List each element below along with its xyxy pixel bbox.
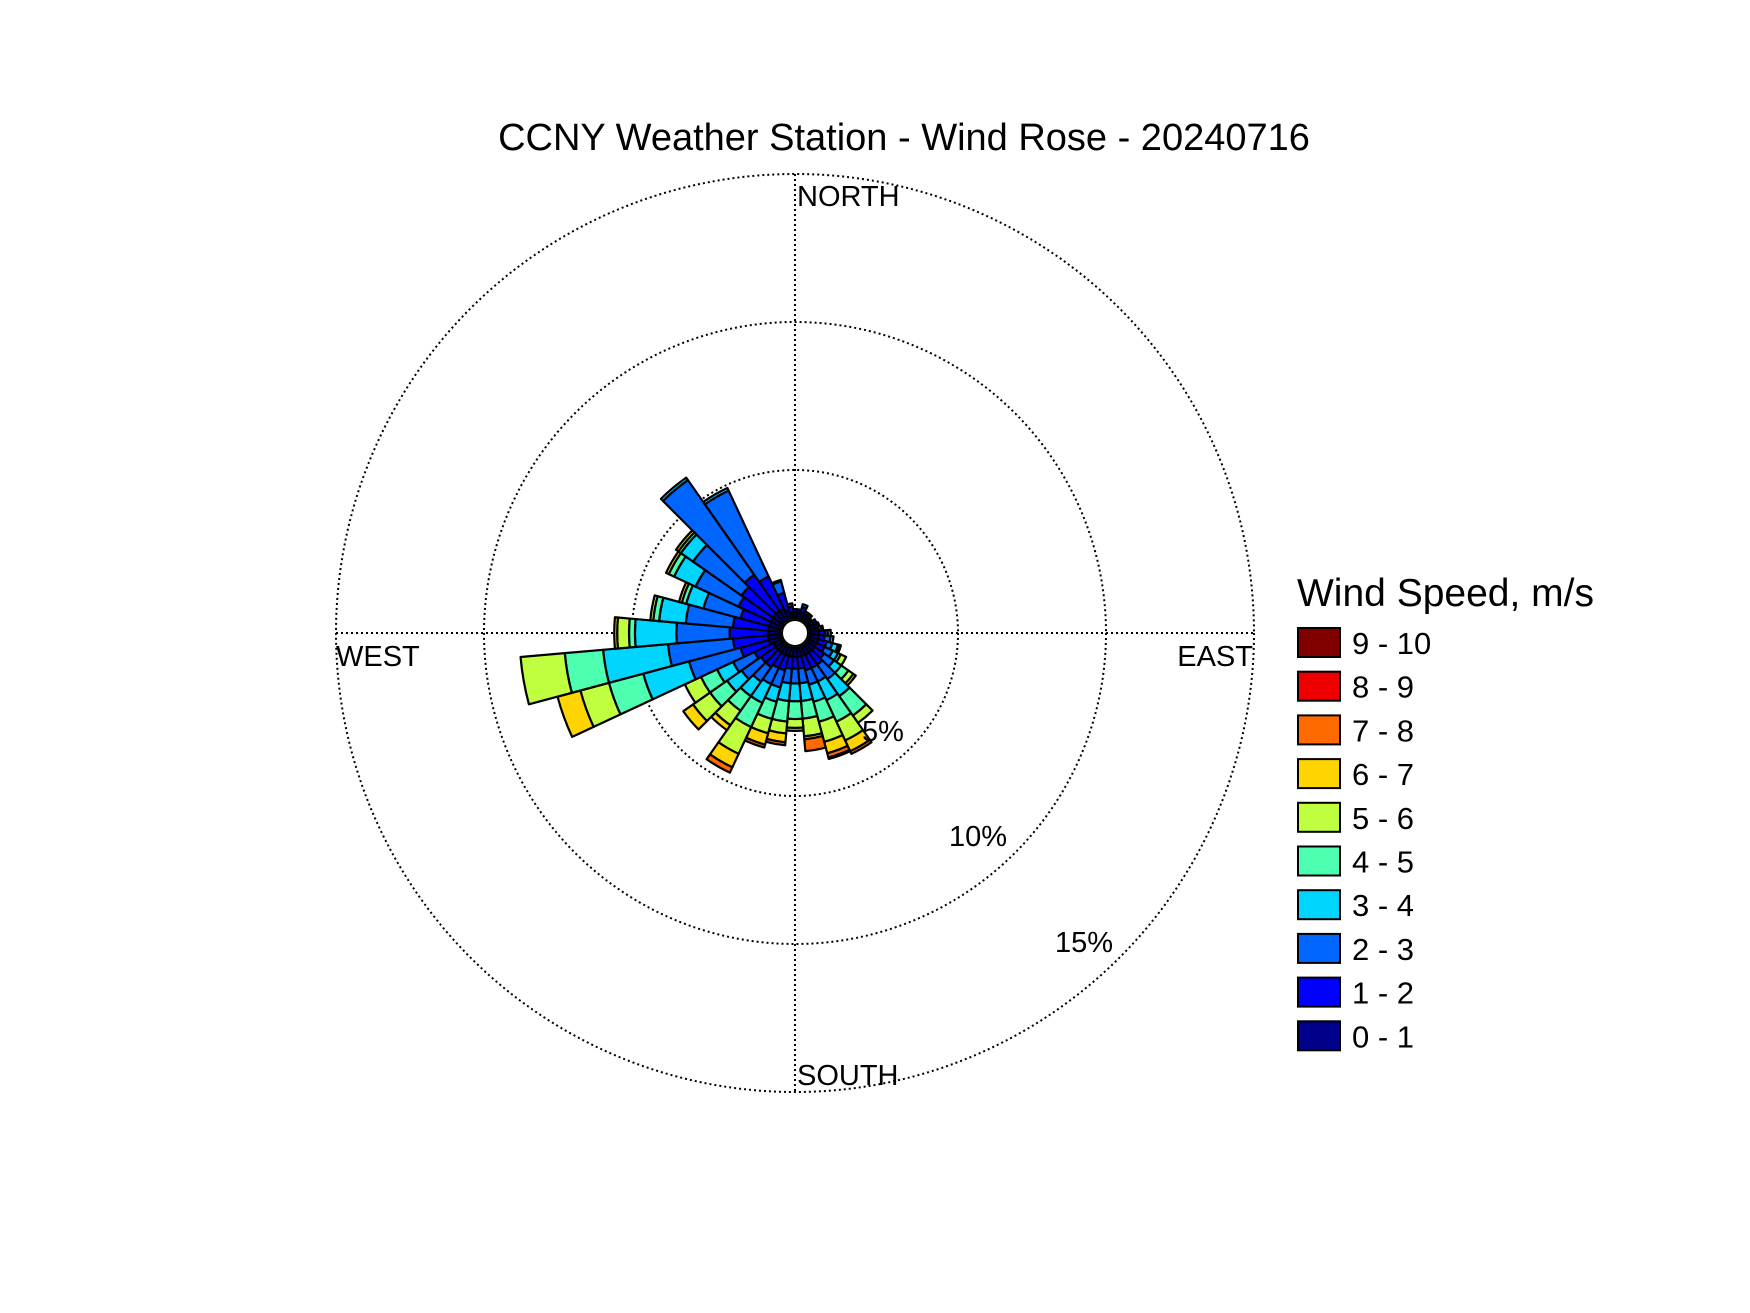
polar-grid [335, 173, 1255, 1093]
legend-label: 1 - 2 [1352, 976, 1414, 1011]
legend-label: 4 - 5 [1352, 845, 1414, 880]
center-hole [781, 619, 809, 647]
bar-segment-350deg-2-3 [786, 602, 794, 609]
legend-swatch [1297, 889, 1341, 921]
bar-segment-20deg-2-3 [800, 603, 809, 610]
legend-label: 6 - 7 [1352, 757, 1414, 792]
bar-segment-180deg-6-7 [785, 726, 805, 732]
legend-title: Wind Speed, m/s [1297, 572, 1594, 615]
legend-swatch [1297, 714, 1341, 746]
bar-segment-270deg-6-7 [613, 616, 619, 650]
bar-segment-180deg-5-6 [785, 717, 805, 730]
label-west: WEST [336, 641, 420, 673]
bar-segment-330deg-3-4 [702, 486, 730, 506]
bar-segment-260deg-5-6 [519, 652, 573, 706]
bar-segment-280deg-5-6 [649, 594, 659, 622]
radial-tick-15: 15% [1055, 927, 1113, 959]
legend-label: 3 - 4 [1352, 888, 1414, 923]
legend-swatch [1297, 670, 1341, 702]
bar-segment-320deg-3-4 [659, 476, 690, 503]
legend-swatch [1297, 1020, 1341, 1052]
label-south: SOUTH [797, 1060, 899, 1092]
bar-segment-270deg-5-6 [616, 616, 631, 650]
bar-segment-230deg-6-7 [682, 703, 709, 731]
legend-label: 0 - 1 [1352, 1019, 1414, 1054]
bar-segment-340deg-3-4 [770, 578, 783, 586]
label-east: EAST [1177, 641, 1253, 673]
legend-swatch [1297, 801, 1341, 833]
bar-segment-210deg-7-8 [705, 753, 734, 774]
legend-swatch [1297, 845, 1341, 877]
label-north: NORTH [797, 181, 900, 213]
radial-tick-5: 5% [862, 716, 904, 748]
legend-label: 7 - 8 [1352, 713, 1414, 748]
bar-segment-160deg-8-9 [827, 748, 852, 761]
legend-label: 8 - 9 [1352, 670, 1414, 705]
legend-swatch [1297, 976, 1341, 1008]
legend-label: 2 - 3 [1352, 932, 1414, 967]
bar-segment-270deg-3-4 [633, 617, 678, 649]
legend-label: 5 - 6 [1352, 801, 1414, 836]
bar-segment-150deg-7-8 [849, 738, 873, 756]
legend-swatch [1297, 758, 1341, 790]
legend-swatch [1297, 932, 1341, 964]
legend-label: 9 - 10 [1352, 626, 1431, 661]
chart-title: CCNY Weather Station - Wind Rose - 20240… [498, 117, 1310, 159]
legend-swatch [1297, 627, 1341, 658]
legend: Wind Speed, m/s 9 - 10 8 - 9 7 - 8 6 - 7 5 -… [1297, 572, 1594, 1054]
radial-tick-10: 10% [949, 821, 1007, 853]
bar-segment-40deg-1-2 [805, 612, 813, 620]
wind-rose-bars [519, 476, 874, 774]
bar-segment-170deg-7-8 [803, 735, 827, 753]
